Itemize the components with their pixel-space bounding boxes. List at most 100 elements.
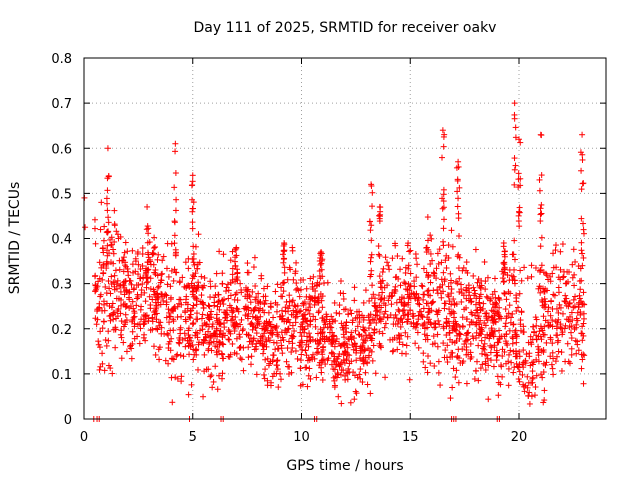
data-point xyxy=(330,357,337,364)
data-point xyxy=(366,297,373,304)
data-point xyxy=(435,358,442,365)
data-point xyxy=(96,304,103,311)
data-point xyxy=(380,313,387,320)
data-point xyxy=(581,352,588,359)
data-point xyxy=(194,316,201,323)
data-point xyxy=(455,346,462,353)
data-point xyxy=(389,255,396,262)
data-point xyxy=(372,370,379,377)
data-point xyxy=(153,290,160,297)
data-point xyxy=(236,331,243,338)
data-point xyxy=(427,292,434,299)
data-point xyxy=(152,351,159,358)
data-point xyxy=(144,239,151,246)
data-point xyxy=(270,314,277,321)
data-point xyxy=(107,365,114,372)
data-point xyxy=(517,267,524,274)
data-point xyxy=(489,291,496,298)
data-point xyxy=(216,306,223,313)
data-point xyxy=(190,356,197,363)
data-point xyxy=(236,334,243,341)
data-point xyxy=(154,284,161,291)
data-point xyxy=(455,210,462,217)
data-point xyxy=(402,286,409,293)
data-point xyxy=(345,365,352,372)
data-point xyxy=(365,345,372,352)
data-point xyxy=(524,275,531,282)
data-point xyxy=(135,271,142,278)
data-point xyxy=(306,310,313,317)
data-point xyxy=(301,325,308,332)
data-point xyxy=(275,384,282,391)
data-point xyxy=(174,351,181,358)
data-point xyxy=(251,254,258,261)
data-point xyxy=(296,342,303,349)
data-point xyxy=(512,162,519,169)
data-point xyxy=(332,382,339,389)
data-point xyxy=(220,251,227,258)
data-point xyxy=(500,266,507,273)
data-point xyxy=(108,273,115,280)
data-point xyxy=(107,317,114,324)
data-point xyxy=(100,237,107,244)
data-point xyxy=(357,366,364,373)
data-point xyxy=(127,303,134,310)
data-point xyxy=(467,340,474,347)
data-point xyxy=(485,362,492,369)
data-point xyxy=(310,313,317,320)
data-point xyxy=(255,290,262,297)
data-point xyxy=(434,331,441,338)
data-point xyxy=(517,139,524,146)
data-point xyxy=(326,318,333,325)
data-point xyxy=(188,381,195,388)
data-point xyxy=(472,301,479,308)
data-point xyxy=(411,278,418,285)
data-point xyxy=(307,275,314,282)
data-point xyxy=(511,237,518,244)
data-point xyxy=(557,304,564,311)
data-point xyxy=(456,275,463,282)
data-point xyxy=(373,319,380,326)
data-point xyxy=(206,303,213,310)
data-point xyxy=(402,280,409,287)
data-point xyxy=(420,296,427,303)
data-point xyxy=(508,359,515,366)
data-point xyxy=(393,273,400,280)
data-point xyxy=(570,304,577,311)
data-point xyxy=(502,338,509,345)
data-point xyxy=(568,329,575,336)
data-point xyxy=(528,262,535,269)
data-point xyxy=(340,306,347,313)
data-point xyxy=(475,377,482,384)
data-point xyxy=(264,283,271,290)
data-point xyxy=(117,288,124,295)
data-point xyxy=(269,357,276,364)
data-point xyxy=(441,305,448,312)
data-point xyxy=(101,367,108,374)
data-point xyxy=(102,337,109,344)
data-point xyxy=(335,393,342,400)
data-point xyxy=(311,297,318,304)
data-point xyxy=(198,315,205,322)
data-point xyxy=(202,331,209,338)
data-point xyxy=(233,335,240,342)
data-point xyxy=(147,285,154,292)
data-point xyxy=(555,309,562,316)
data-point xyxy=(427,279,434,286)
data-point xyxy=(429,257,436,264)
data-point xyxy=(96,344,103,351)
data-point xyxy=(349,342,356,349)
data-point xyxy=(541,397,548,404)
data-point xyxy=(129,261,136,268)
data-point xyxy=(99,350,106,357)
data-point xyxy=(315,308,322,315)
data-point xyxy=(392,283,399,290)
data-point xyxy=(139,251,146,258)
data-point xyxy=(106,285,113,292)
data-point xyxy=(512,347,519,354)
data-point xyxy=(372,308,379,315)
data-point xyxy=(575,304,582,311)
data-point xyxy=(231,327,238,334)
data-point xyxy=(128,318,135,325)
data-point xyxy=(487,331,494,338)
